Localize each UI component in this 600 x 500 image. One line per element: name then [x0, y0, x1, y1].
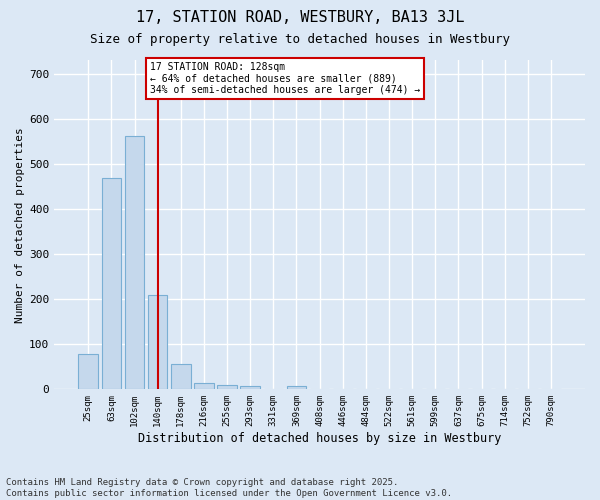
X-axis label: Distribution of detached houses by size in Westbury: Distribution of detached houses by size … [138, 432, 502, 445]
Bar [287, 386, 307, 390]
Bar [241, 386, 260, 390]
Bar [79, 354, 98, 390]
Text: Contains HM Land Registry data © Crown copyright and database right 2025.
Contai: Contains HM Land Registry data © Crown c… [6, 478, 452, 498]
Bar [148, 296, 167, 390]
Bar [101, 178, 121, 390]
Text: 17 STATION ROAD: 128sqm
← 64% of detached houses are smaller (889)
34% of semi-d: 17 STATION ROAD: 128sqm ← 64% of detache… [150, 62, 420, 95]
Bar [171, 364, 191, 390]
Bar [217, 386, 237, 390]
Text: Size of property relative to detached houses in Westbury: Size of property relative to detached ho… [90, 32, 510, 46]
Text: 17, STATION ROAD, WESTBURY, BA13 3JL: 17, STATION ROAD, WESTBURY, BA13 3JL [136, 10, 464, 25]
Bar [194, 382, 214, 390]
Bar [125, 136, 145, 390]
Y-axis label: Number of detached properties: Number of detached properties [15, 127, 25, 322]
